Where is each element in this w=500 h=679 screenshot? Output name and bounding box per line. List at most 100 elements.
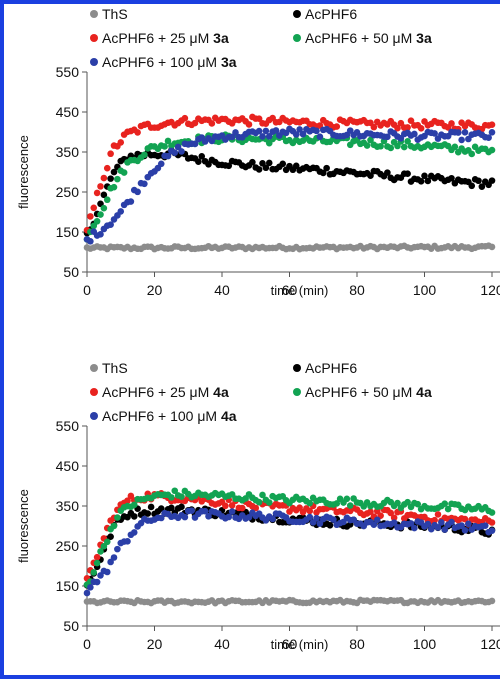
data-point <box>134 129 141 136</box>
data-point <box>306 513 314 521</box>
data-point <box>103 568 111 576</box>
data-point <box>269 515 276 523</box>
data-point <box>407 520 415 527</box>
chart-canvas: 50 150 250 350 450 550 0 20 40 60 80 100 120 time (mi… <box>16 6 500 652</box>
data-point <box>468 182 476 190</box>
data-point <box>313 514 320 522</box>
legend-compound: 3a <box>213 30 229 46</box>
data-point <box>461 526 469 534</box>
data-point <box>431 130 438 137</box>
data-point <box>292 131 300 138</box>
data-point <box>394 499 401 507</box>
data-point <box>93 578 101 586</box>
legend-label: AcPHF6 + 25 μM 3a <box>102 30 229 46</box>
data-point <box>110 168 118 176</box>
x-tick-label: 0 <box>83 282 91 298</box>
x-tick-label: 120 <box>480 636 500 652</box>
data-point <box>141 151 148 159</box>
y-tick-label: 250 <box>56 184 80 200</box>
y-tick-label: 50 <box>63 264 79 280</box>
data-point <box>191 140 199 148</box>
data-point <box>481 522 489 529</box>
legend-text: AcPHF6 + 100 μM <box>102 408 221 424</box>
legend-compound: 3a <box>221 54 237 70</box>
data-point <box>394 142 401 150</box>
data-point <box>384 133 391 141</box>
data-point <box>417 125 425 132</box>
series-4 <box>83 131 496 243</box>
legend-marker <box>90 364 98 372</box>
legend-compound: 4a <box>221 408 237 424</box>
legend-label: AcPHF6 + 100 μM 3a <box>102 54 237 70</box>
data-point <box>404 170 411 177</box>
data-point <box>363 142 371 149</box>
data-point <box>333 500 341 507</box>
data-point <box>434 524 442 531</box>
legend-marker <box>293 34 301 42</box>
data-point <box>296 126 303 133</box>
data-point <box>168 494 175 501</box>
legend-text: AcPHF6 <box>305 360 357 376</box>
data-point <box>97 183 104 190</box>
data-point <box>171 487 179 495</box>
data-point <box>384 169 391 176</box>
data-point <box>107 533 114 540</box>
data-point <box>485 134 492 141</box>
legend-label: ThS <box>102 360 128 376</box>
data-point <box>373 516 381 524</box>
data-point <box>488 519 496 526</box>
x-axis-title: time (min) <box>271 637 329 652</box>
data-point <box>144 510 152 517</box>
data-point <box>390 519 398 526</box>
data-point <box>488 177 496 184</box>
data-point <box>316 133 324 141</box>
data-point <box>400 143 408 151</box>
y-tick-label: 450 <box>56 104 80 120</box>
x-tick-label: 20 <box>147 636 163 652</box>
data-point <box>141 180 148 188</box>
data-point <box>316 520 324 527</box>
data-point <box>198 153 206 160</box>
data-point <box>299 130 307 138</box>
data-point <box>238 504 246 512</box>
data-point <box>90 569 98 576</box>
y-tick-label: 350 <box>56 144 80 160</box>
data-point <box>306 499 314 507</box>
data-point <box>255 166 263 173</box>
y-axis-title: fluorescence <box>16 135 31 209</box>
chart-panel-1: 50 150 250 350 450 550 0 20 40 60 80 100 120 time (mi… <box>16 6 500 298</box>
data-point <box>222 502 229 510</box>
data-point <box>448 174 455 182</box>
data-point <box>178 493 185 501</box>
data-point <box>333 123 341 130</box>
data-point <box>448 518 455 526</box>
data-point <box>201 507 209 515</box>
data-point <box>259 491 266 499</box>
data-point <box>110 554 118 561</box>
data-point <box>178 148 185 155</box>
data-point <box>458 522 465 529</box>
legend-marker <box>293 364 301 372</box>
data-point <box>93 559 101 567</box>
data-point <box>255 498 263 506</box>
legend-text: ThS <box>102 6 128 22</box>
data-point <box>114 175 121 183</box>
data-point <box>107 175 114 182</box>
data-point <box>404 124 411 131</box>
data-point <box>107 558 114 566</box>
data-point <box>272 127 280 134</box>
data-point <box>228 508 236 515</box>
series-2 <box>83 146 496 237</box>
data-point <box>421 172 428 180</box>
legend-compound: 4a <box>416 384 432 400</box>
data-point <box>134 188 141 196</box>
data-point <box>164 137 172 145</box>
data-point <box>488 243 496 251</box>
series-1 <box>83 242 496 253</box>
legend-marker <box>293 388 301 396</box>
y-tick-label: 150 <box>56 578 80 594</box>
data-point <box>367 172 374 179</box>
x-tick-label: 100 <box>413 282 437 298</box>
data-point <box>83 589 91 597</box>
